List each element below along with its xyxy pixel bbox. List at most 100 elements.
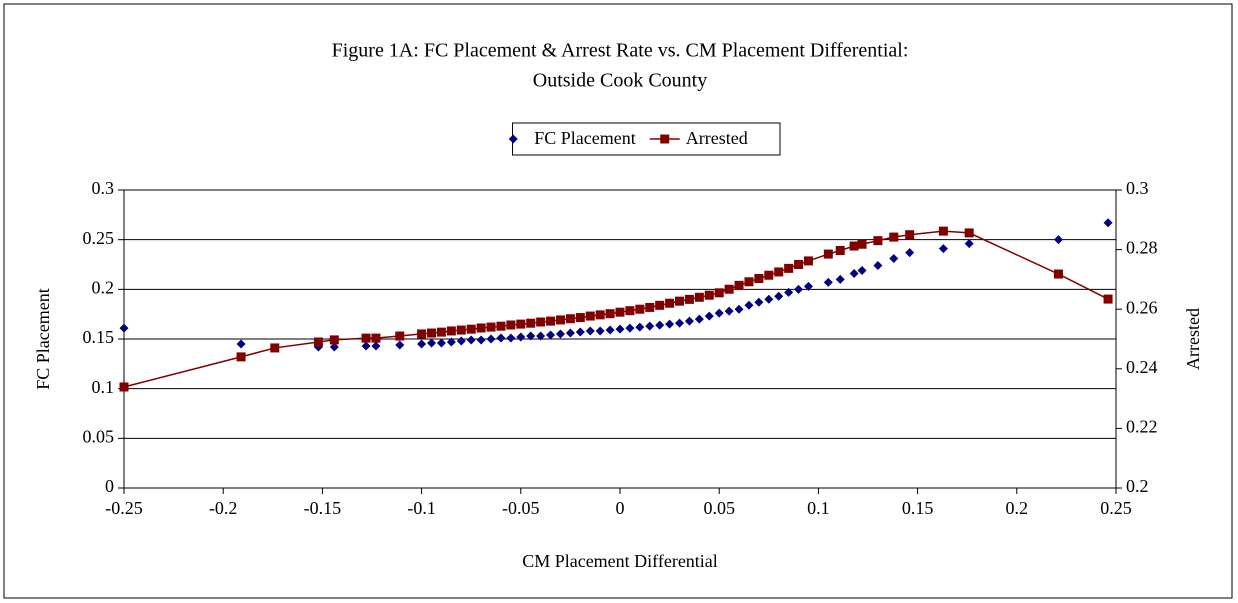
marker: [371, 333, 381, 343]
marker: [704, 290, 714, 300]
point: [938, 244, 948, 254]
point: [417, 339, 427, 349]
chart-title: Figure 1A: FC Placement & Arrest Rate vs…: [332, 40, 909, 62]
point: [1103, 218, 1113, 228]
y-tick-label: 0: [105, 476, 114, 496]
legend-marker: [660, 134, 670, 144]
marker: [565, 314, 575, 324]
point: [754, 297, 764, 307]
y2-axis-title: Arrested: [1183, 308, 1203, 370]
x-tick-label: -0.2: [209, 498, 238, 518]
marker: [675, 296, 685, 306]
x-tick-label: 0.15: [902, 498, 934, 518]
marker: [476, 323, 486, 333]
point: [1053, 235, 1063, 245]
point: [835, 274, 845, 284]
point: [466, 335, 476, 345]
point: [615, 324, 625, 334]
marker: [555, 315, 565, 325]
point: [803, 281, 813, 291]
marker: [361, 333, 371, 343]
marker: [615, 307, 625, 317]
marker: [724, 284, 734, 294]
y2-tick-label: 0.3: [1126, 178, 1149, 198]
point: [744, 300, 754, 310]
point: [625, 323, 635, 333]
marker: [764, 270, 774, 280]
marker: [938, 226, 948, 236]
marker: [754, 274, 764, 284]
marker: [655, 300, 665, 310]
marker: [526, 318, 536, 328]
legend-label: FC Placement: [534, 128, 636, 148]
point: [675, 318, 685, 328]
x-tick-label: -0.1: [407, 498, 436, 518]
point: [329, 342, 339, 352]
marker: [585, 311, 595, 321]
marker: [436, 327, 446, 337]
marker: [625, 306, 635, 316]
point: [665, 319, 675, 329]
point: [823, 277, 833, 287]
x-tick-label: 0: [616, 498, 625, 518]
point: [361, 341, 371, 351]
marker: [417, 329, 427, 339]
marker: [857, 239, 867, 249]
marker: [1053, 269, 1063, 279]
y-axis-title: FC Placement: [33, 288, 53, 390]
x-tick-label: 0.2: [1006, 498, 1029, 518]
point: [684, 316, 694, 326]
marker: [714, 288, 724, 298]
marker: [496, 321, 506, 331]
point: [734, 304, 744, 314]
point: [476, 335, 486, 345]
y2-tick-label: 0.2: [1126, 476, 1149, 496]
legend-label: Arrested: [686, 128, 748, 148]
x-tick-label: 0.25: [1100, 498, 1132, 518]
y-tick-label: 0.05: [83, 426, 115, 446]
marker: [905, 230, 915, 240]
point: [889, 254, 899, 264]
marker: [784, 263, 794, 273]
marker: [1103, 294, 1113, 304]
point: [555, 329, 565, 339]
y-tick-label: 0.1: [92, 377, 115, 397]
y2-tick-label: 0.28: [1126, 238, 1158, 258]
point: [645, 321, 655, 331]
marker: [313, 337, 323, 347]
marker: [506, 320, 516, 330]
point: [905, 248, 915, 258]
point: [446, 337, 456, 347]
marker: [575, 313, 585, 323]
marker: [546, 316, 556, 326]
marker: [466, 324, 476, 334]
y2-tick-label: 0.24: [1126, 357, 1158, 377]
y2-tick-label: 0.26: [1126, 297, 1158, 317]
point: [724, 306, 734, 316]
marker: [595, 310, 605, 320]
marker: [835, 245, 845, 255]
point: [427, 338, 437, 348]
x-tick-label: 0.05: [703, 498, 735, 518]
marker: [744, 277, 754, 287]
marker: [803, 256, 813, 266]
marker: [665, 298, 675, 308]
chart-subtitle: Outside Cook County: [533, 70, 707, 92]
x-tick-label: 0.1: [807, 498, 830, 518]
point: [873, 260, 883, 270]
point: [526, 331, 536, 341]
chart-border: [3, 3, 1233, 599]
point: [536, 331, 546, 341]
point: [635, 322, 645, 332]
marker: [605, 309, 615, 319]
point: [964, 239, 974, 249]
point: [565, 328, 575, 338]
point: [764, 294, 774, 304]
marker: [270, 343, 280, 353]
point: [456, 336, 466, 346]
marker: [536, 317, 546, 327]
y-tick-label: 0.3: [92, 178, 115, 198]
point: [605, 325, 615, 335]
marker: [684, 294, 694, 304]
legend-box: [512, 122, 781, 156]
